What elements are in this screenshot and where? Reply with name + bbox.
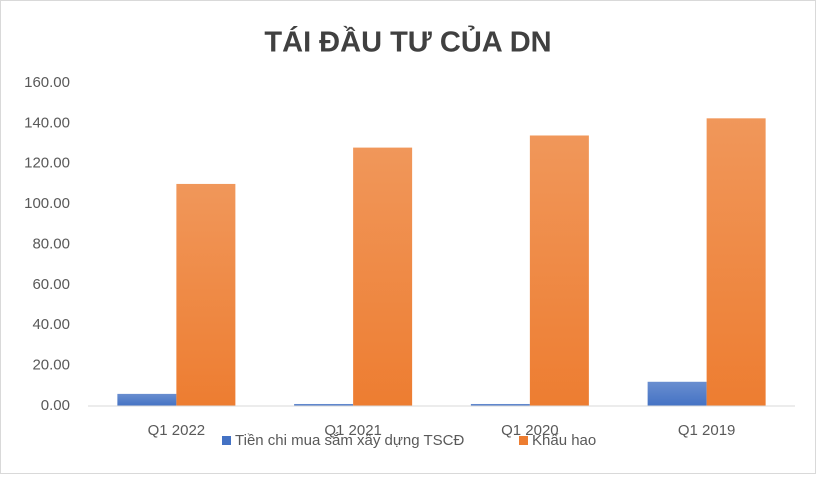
x-tick-label: Q1 2020 — [501, 422, 559, 439]
y-tick-label: 0.00 — [41, 397, 70, 414]
bar — [647, 381, 707, 406]
bar — [706, 118, 766, 406]
y-tick-label: 120.00 — [24, 155, 70, 172]
legend-label: Tiền chi mua sắm xây dựng TSCĐ — [235, 432, 464, 449]
x-tick-label: Q1 2022 — [148, 422, 206, 439]
y-tick-label: 100.00 — [24, 195, 70, 212]
bar — [117, 393, 177, 406]
y-tick-label: 60.00 — [32, 276, 70, 293]
y-tick-label: 160.00 — [24, 74, 70, 91]
legend-swatch — [222, 436, 231, 445]
y-tick-label: 20.00 — [32, 357, 70, 374]
x-tick-label: Q1 2021 — [324, 422, 382, 439]
y-tick-label: 40.00 — [32, 316, 70, 333]
x-tick-label: Q1 2019 — [678, 422, 736, 439]
y-tick-label: 80.00 — [32, 235, 70, 252]
legend-swatch — [519, 436, 528, 445]
bar — [529, 135, 589, 407]
chart-title: TÁI ĐẦU TƯ CỦA DN — [264, 25, 551, 59]
y-tick-label: 140.00 — [24, 114, 70, 131]
bar — [294, 403, 354, 406]
bar — [176, 183, 236, 406]
bar — [470, 403, 530, 406]
legend-label: Khấu hao — [532, 432, 596, 449]
bar — [353, 147, 413, 406]
